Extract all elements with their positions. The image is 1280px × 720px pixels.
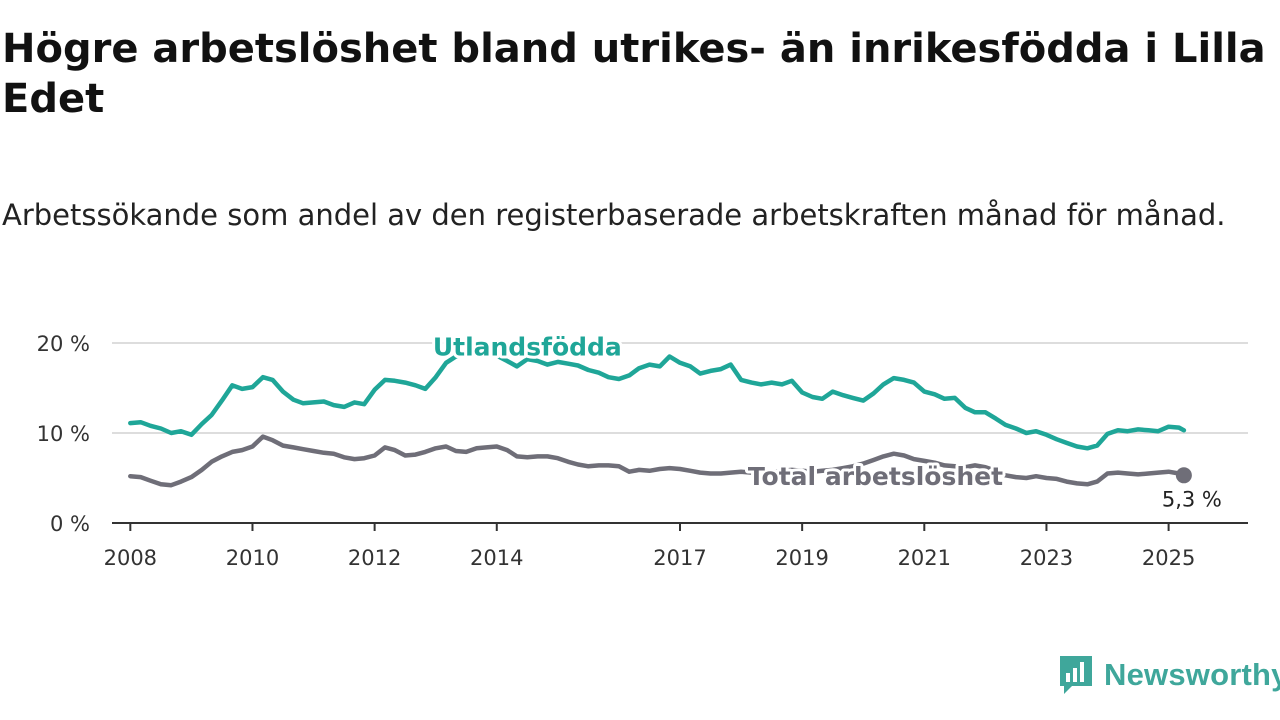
y-tick-label: 10 % — [37, 422, 90, 446]
brand-logo[interactable]: Newsworthy — [1058, 653, 1280, 697]
y-tick-label: 0 % — [50, 512, 90, 536]
x-tick-label: 2012 — [348, 546, 401, 570]
x-tick-label: 2010 — [226, 546, 279, 570]
series-line-total — [128, 434, 1187, 488]
x-tick-label: 2008 — [104, 546, 157, 570]
line-chart: 0 % 10 % 20 % 2008 2010 2012 2014 2017 2019 2021 2… — [37, 330, 1248, 570]
x-tick-label: 2021 — [898, 546, 951, 570]
x-tick-label: 2017 — [653, 546, 706, 570]
newsworthy-logo-icon — [1060, 656, 1092, 694]
x-tick-label: 2014 — [470, 546, 523, 570]
x-tick-label: 2025 — [1142, 546, 1195, 570]
series-label-utlandsfodda: Utlandsfödda — [433, 333, 622, 362]
series-label-total: Total arbetslöshet — [748, 462, 1003, 491]
x-tick-label: 2019 — [775, 546, 828, 570]
brand-name: Newsworthy — [1104, 657, 1280, 692]
chart-subtitle: Arbetssökande som andel av den registerb… — [2, 198, 1226, 232]
end-value-label: 5,3 % — [1162, 487, 1222, 511]
series-line-utlandsfodda — [128, 348, 1187, 451]
x-tick-label: 2023 — [1020, 546, 1073, 570]
chart-title: Högre arbetslöshet bland utrikes- än inr… — [2, 26, 1266, 122]
series-end-marker — [1175, 467, 1192, 484]
y-tick-label: 20 % — [37, 332, 90, 356]
